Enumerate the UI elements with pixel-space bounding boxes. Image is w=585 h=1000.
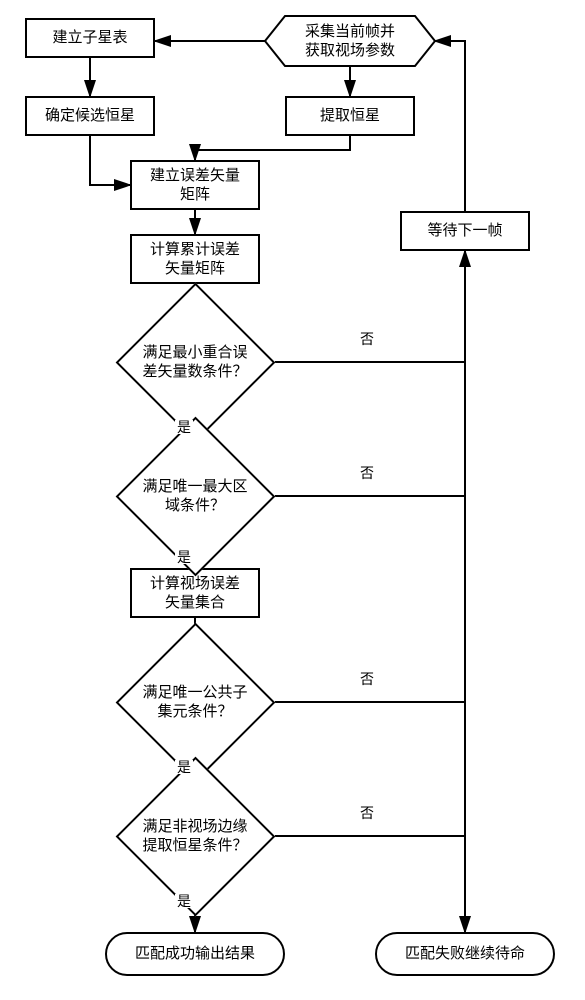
decision-unique-max-region bbox=[116, 417, 276, 577]
flowchart-arrows bbox=[0, 0, 585, 1000]
node-build-substar: 建立子星表 bbox=[25, 18, 155, 58]
node-extract-star: 提取恒星 bbox=[285, 96, 415, 136]
label-yes-3: 是 bbox=[175, 760, 193, 774]
node-error-matrix: 建立误差矢量矩阵 bbox=[130, 160, 260, 210]
node-collect-frame: 采集当前帧并获取视场参数 bbox=[265, 16, 435, 66]
node-cumulative-error: 计算累计误差矢量矩阵 bbox=[130, 234, 260, 284]
label-no-1: 否 bbox=[358, 332, 376, 346]
node-candidate-star: 确定候选恒星 bbox=[25, 96, 155, 136]
label-yes-2: 是 bbox=[175, 550, 193, 564]
label-yes-1: 是 bbox=[175, 420, 193, 434]
label-no-2: 否 bbox=[358, 466, 376, 480]
label-no-4: 否 bbox=[358, 806, 376, 820]
label-yes-4: 是 bbox=[175, 894, 193, 908]
terminal-match-success: 匹配成功输出结果 bbox=[105, 932, 285, 976]
decision-non-edge-star bbox=[116, 757, 276, 917]
flowchart-container: 采集当前帧并获取视场参数 建立子星表 确定候选恒星 提取恒星 建立误差矢量矩阵 … bbox=[0, 0, 585, 1000]
node-wait-next-frame: 等待下一帧 bbox=[400, 211, 530, 251]
terminal-match-fail: 匹配失败继续待命 bbox=[375, 932, 555, 976]
label-no-3: 否 bbox=[358, 672, 376, 686]
